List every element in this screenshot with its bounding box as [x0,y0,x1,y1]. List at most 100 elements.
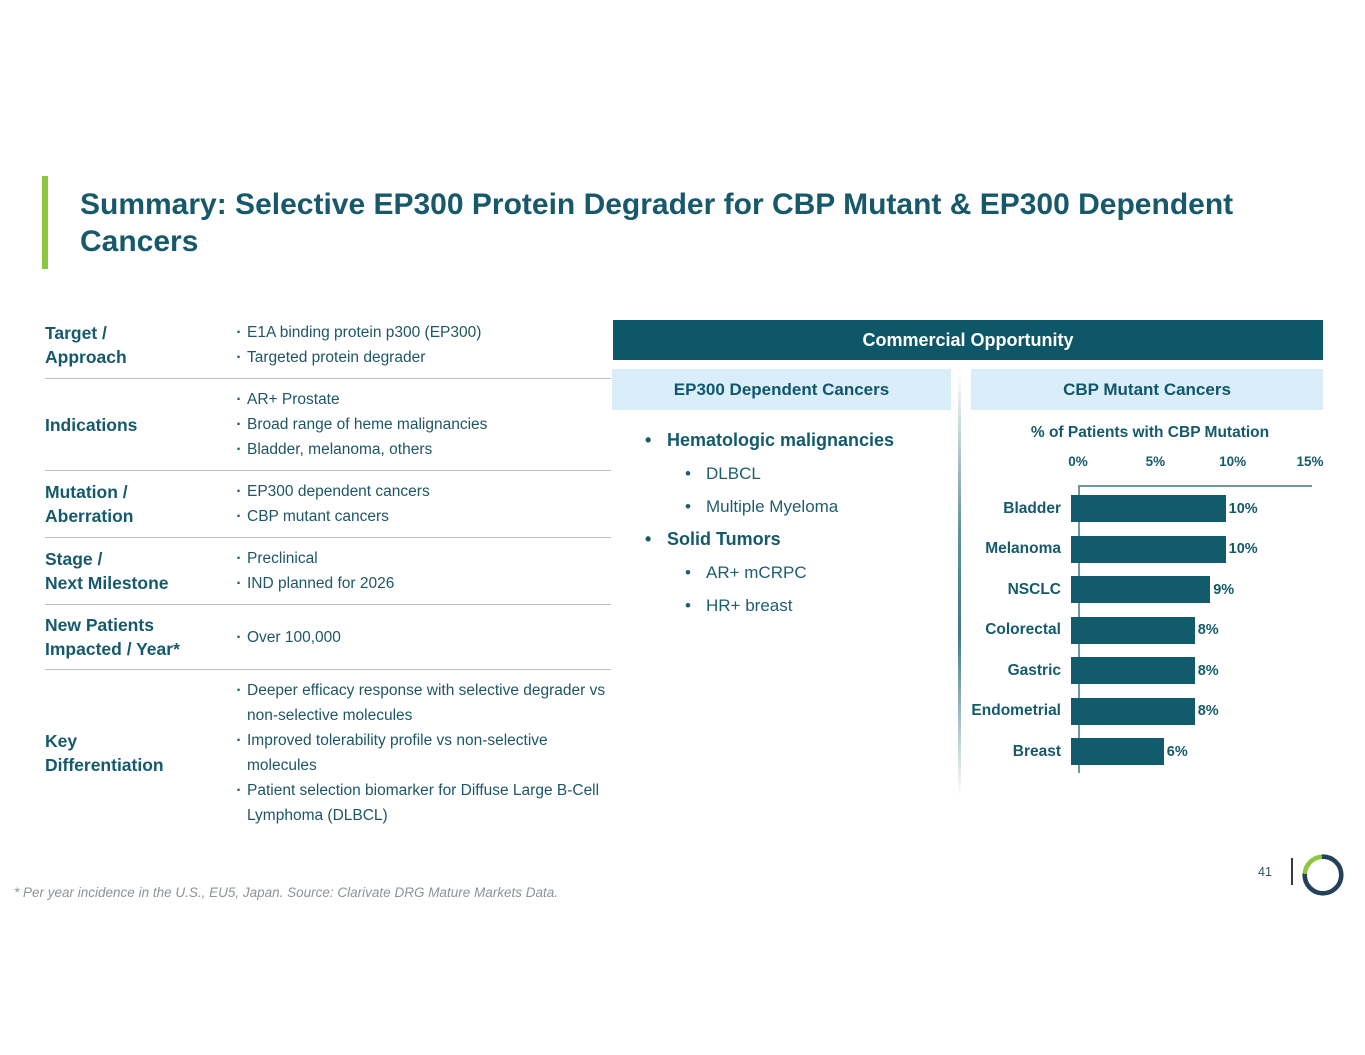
chart-bar-row: Melanoma 10% [968,535,1332,563]
bullet-dot: · [236,324,242,341]
table-row: Stage / Next Milestone · Preclinical · IND p… [45,538,611,605]
row-label: Stage / Next Milestone [45,549,169,593]
bullet-dot: · [236,682,242,699]
chart-bar-row: Endometrial 8% [968,697,1332,725]
bar-category-label: Colorectal [985,621,1061,638]
commercial-opportunity-header: Commercial Opportunity [613,320,1323,360]
bullet-item: · Over 100,000 [231,625,611,650]
indication-item: • HR+ breast [645,589,950,622]
row-label: New Patients Impacted / Year* [45,615,180,659]
bullet-dot: • [645,529,652,549]
table-row: Indications · AR+ Prostate · Broad range of … [45,379,611,471]
bullet-text: Preclinical [247,550,318,567]
bullet-dot: · [236,782,242,799]
bar-track: 8% [1070,616,1320,644]
footer-separator [1291,858,1293,885]
bar-track: 10% [1070,495,1320,522]
bar [1071,738,1164,765]
group-label-text: Solid Tumors [667,529,781,549]
company-ring-logo [1302,854,1344,896]
chart-axis-line [1078,485,1312,487]
bullet-text: Targeted protein degrader [247,349,426,366]
bar-value-label: 8% [1197,622,1219,638]
row-bullets: · Deeper efficacy response with selective… [231,678,611,828]
bar-category-label: Bladder [1003,499,1061,517]
cbp-mutant-cancers-header: CBP Mutant Cancers [971,369,1323,410]
indication-item: • Multiple Myeloma [645,490,950,523]
axis-tick-label: 15% [1296,454,1324,469]
bar-category-label: Gastric [1007,661,1061,679]
bar-category-label: Breast [1012,742,1061,760]
chart-bar-row: Bladder 10% [968,495,1332,522]
row-label: Indications [45,414,138,435]
ep300-dependent-cancers-header: EP300 Dependent Cancers [612,369,951,410]
table-row: Mutation / Aberration · EP300 dependent ca… [45,471,611,538]
bullet-text: AR+ Prostate [247,391,340,408]
bullet-text: CBP mutant cancers [247,508,389,525]
bullet-text: Over 100,000 [247,628,341,646]
bullet-text: Bladder, melanoma, others [247,441,433,458]
bar-category-label: NSCLC [1007,580,1061,598]
indication-item-text: Multiple Myeloma [706,497,839,516]
bullet-dot: · [236,550,242,567]
bullet-item: · IND planned for 2026 [231,571,611,596]
indication-group-label: • Solid Tumors [645,523,950,556]
bullet-dot: · [236,349,242,366]
commercial-opportunity-title: Commercial Opportunity [862,329,1074,350]
axis-tick-label: 5% [1145,454,1166,469]
bullet-dot: · [236,575,242,592]
bullet-item: · Bladder, melanoma, others [231,437,611,462]
bullet-dot: • [645,430,652,450]
bullet-text: Broad range of heme malignancies [247,416,488,433]
bullet-text: Improved tolerability profile vs non-sel… [247,732,548,774]
table-row: New Patients Impacted / Year* · Over 100,0… [45,605,611,670]
bullet-item: · AR+ Prostate [231,387,611,412]
indication-item-text: HR+ breast [706,596,793,615]
row-bullets: · Over 100,000 [231,625,611,650]
bullet-dot: · [236,483,242,500]
bullet-item: · EP300 dependent cancers [231,479,611,504]
bullet-item: · Patient selection biomarker for Diffuse… [231,778,611,828]
bar-track: 8% [1070,697,1320,725]
chart-bar-row: Colorectal 8% [968,616,1332,644]
row-bullets: · EP300 dependent cancers · CBP mutant canc… [231,479,611,529]
bullet-text: E1A binding protein p300 (EP300) [247,324,482,341]
title-accent-bar [42,176,48,269]
row-bullets: · AR+ Prostate · Broad range of heme malign… [231,387,611,462]
bullet-text: Deeper efficacy response with selective … [247,682,606,724]
bar-track: 6% [1070,738,1320,765]
row-bullets: · Preclinical · IND planned for 2026 [231,546,611,596]
column-divider [958,372,961,796]
bullet-dot: · [236,441,242,458]
chart-axis-ticks: 0% 5% 10% 15% [1068,454,1323,474]
indication-item: • DLBCL [645,457,950,490]
axis-tick-label: 0% [1068,454,1088,469]
indication-group-label: • Hematologic malignancies [645,424,950,457]
cbp-mutant-cancers-label: CBP Mutant Cancers [1063,379,1231,399]
table-row: Target / Approach · E1A binding protein p3… [45,312,611,379]
table-row: Key Differentiation · Deeper efficacy resp… [45,670,611,836]
bullet-text: EP300 dependent cancers [247,483,430,500]
bar [1071,616,1195,644]
bullet-item: · Deeper efficacy response with selective… [231,678,611,728]
bar [1071,697,1195,725]
bullet-dot: • [685,497,691,516]
chart-bars: Bladder 10% Melanoma 10% NSCLC 9% Colorectal 8%… [968,495,1332,765]
bullet-text: IND planned for 2026 [247,575,395,592]
bar-value-label: 8% [1197,662,1219,679]
ep300-dependent-cancers-label: EP300 Dependent Cancers [673,379,890,399]
bullet-dot: • [685,464,691,483]
axis-tick-label: 10% [1219,454,1247,469]
profile-table: Target / Approach · E1A binding protein p3… [45,312,611,836]
bar [1071,495,1226,522]
bullet-item: · CBP mutant cancers [231,504,611,529]
chart-bar-row: Breast 6% [968,738,1332,765]
bullet-dot: · [236,416,242,433]
bar-value-label: 6% [1166,743,1188,760]
bar-track: 9% [1070,576,1320,603]
bar-value-label: 9% [1213,581,1235,598]
ep300-indication-list: • Hematologic malignancies • DLBCL • Multiple… [645,424,950,622]
cbp-mutation-bar-chart: % of Patients with CBP Mutation 0% 5% 10% 1… [968,424,1332,784]
row-label: Key Differentiation [45,731,164,775]
row-label: Mutation / Aberration [45,482,134,526]
